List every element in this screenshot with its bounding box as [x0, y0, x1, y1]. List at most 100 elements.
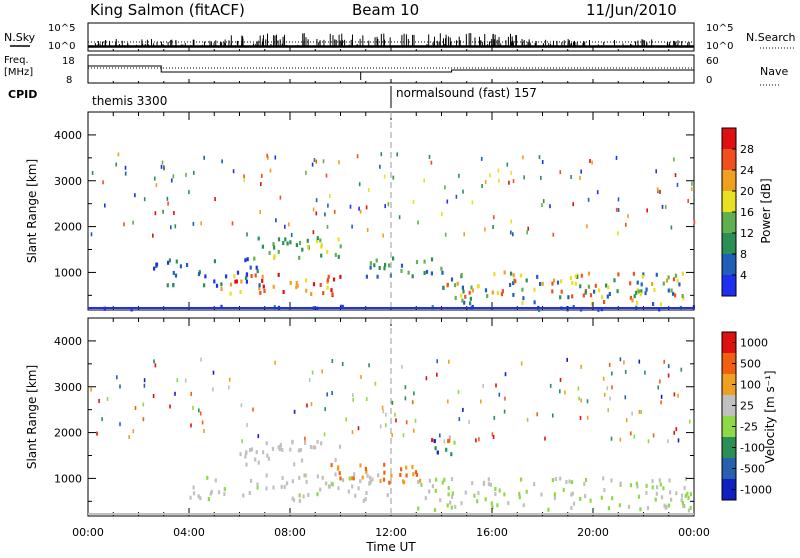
scatter-cell [448, 435, 451, 440]
scatter-cell [305, 170, 307, 175]
scatter-cell [383, 266, 386, 271]
velocity-panel-frame [87, 317, 695, 517]
scatter-cell [170, 225, 172, 230]
scatter-cell [234, 279, 237, 284]
scatter-cell [553, 278, 556, 283]
x-tick-label: 04:00 [173, 526, 205, 539]
scatter-cell [309, 445, 312, 450]
scatter-cell [383, 462, 386, 467]
scatter-cell [447, 399, 449, 404]
scatter-cell [199, 496, 202, 501]
scatter-cell [341, 304, 344, 309]
scatter-cell [423, 271, 426, 275]
scatter-cell [647, 439, 650, 444]
scatter-cell [367, 188, 370, 192]
scatter-cell [246, 232, 248, 237]
scatter-cell [166, 283, 169, 288]
scatter-cell [630, 431, 632, 436]
scatter-cell [277, 249, 280, 254]
scatter-cell [570, 492, 573, 497]
colorbar-tick-label: 24 [740, 164, 754, 177]
scatter-cell [636, 300, 639, 305]
scatter-cell [106, 396, 109, 401]
scatter-cell [495, 383, 497, 388]
scatter-cell [629, 295, 632, 300]
scatter-cell [522, 155, 524, 160]
scatter-cell [503, 492, 506, 497]
scatter-cell [591, 160, 593, 165]
scatter-cell [471, 200, 474, 205]
scatter-cell [454, 504, 457, 509]
scatter-cell [444, 232, 447, 237]
scatter-cell [266, 453, 269, 458]
scatter-cell [636, 280, 639, 285]
scatter-cell [415, 260, 419, 265]
scatter-cell [510, 230, 512, 235]
scatter-cell [551, 478, 554, 483]
scatter-cell [124, 165, 127, 170]
scatter-cell [365, 205, 368, 210]
scatter-cell [518, 495, 521, 500]
scatter-cell [327, 484, 331, 489]
scatter-cell [656, 485, 659, 490]
scatter-cell [676, 278, 679, 283]
scatter-cell [664, 505, 667, 510]
scatter-cell [192, 491, 196, 496]
scatter-cell [489, 482, 492, 487]
scatter-cell [450, 452, 453, 457]
scatter-cell [248, 491, 251, 495]
scatter-cell [352, 393, 354, 397]
scatter-cell [326, 249, 329, 254]
scatter-cell [379, 164, 381, 169]
scatter-cell [241, 439, 243, 444]
scatter-cell [449, 500, 452, 505]
scatter-cell [185, 172, 187, 177]
scatter-cell [266, 153, 268, 158]
scatter-cell [489, 173, 491, 178]
scatter-cell [417, 480, 420, 485]
scatter-cell [480, 399, 482, 404]
scatter-cell [289, 447, 292, 452]
x-tick-label: 08:00 [274, 526, 306, 539]
scatter-cell [693, 219, 696, 224]
scatter-cell [252, 407, 254, 412]
scatter-cell [123, 222, 125, 227]
scatter-cell [656, 187, 659, 192]
scatter-cell [677, 438, 680, 443]
scatter-cell [541, 203, 543, 208]
scatter-cell [450, 494, 454, 499]
scatter-cell [365, 397, 368, 402]
scatter-cell [190, 391, 192, 396]
scatter-cell [549, 383, 552, 388]
scatter-cell [646, 208, 648, 213]
scatter-cell [414, 418, 417, 423]
scatter-cell [462, 289, 465, 294]
scatter-cell [494, 492, 497, 496]
scatter-cell [315, 159, 318, 164]
scatter-cell [637, 494, 641, 499]
scatter-cell [655, 169, 657, 174]
scatter-cell [331, 391, 333, 395]
scatter-cell [413, 428, 415, 433]
scatter-cell [330, 463, 333, 468]
scatter-cell [653, 287, 656, 292]
scatter-cell [186, 263, 189, 267]
colorbar-swatch [722, 170, 736, 191]
xlabel: Time UT [365, 540, 416, 554]
power-ylabel: Slant Range [km] [25, 159, 39, 263]
scatter-cell [603, 488, 606, 493]
scatter-cell [301, 247, 304, 252]
scatter-cell [617, 197, 620, 202]
scatter-cell [357, 426, 360, 431]
scatter-cell [188, 190, 190, 195]
scatter-cell [584, 290, 587, 295]
scatter-cell [175, 259, 178, 264]
scatter-cell [672, 291, 675, 296]
scatter-cell [365, 491, 368, 495]
scatter-cell [425, 269, 429, 274]
scatter-cell [387, 202, 390, 207]
scatter-cell [307, 493, 310, 497]
scatter-cell [457, 389, 460, 394]
scatter-cell [143, 383, 146, 388]
